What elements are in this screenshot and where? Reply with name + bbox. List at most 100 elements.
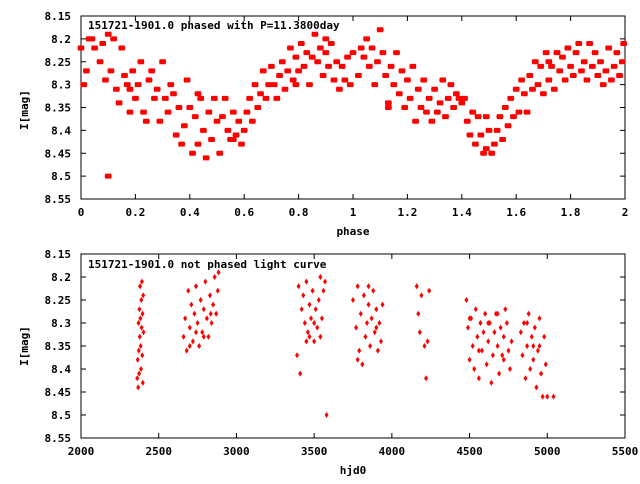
unphased-data-point — [135, 375, 140, 382]
unphased-data-point — [374, 324, 379, 331]
unphased-y-tick-label: 8.5 — [51, 409, 71, 422]
unphased-data-point — [208, 310, 213, 317]
phased-data-point — [444, 95, 452, 101]
phased-data-point — [145, 77, 153, 83]
phased-data-point — [251, 82, 259, 88]
unphased-data-point — [537, 343, 542, 349]
unphased-data-point — [501, 356, 506, 363]
unphased-data-point — [139, 324, 144, 331]
unphased-data-point — [307, 333, 312, 340]
phased-data-point — [346, 82, 354, 88]
phased-data-point — [96, 59, 104, 65]
phased-x-tick-label: 0 — [78, 206, 85, 219]
phased-x-tick-label: 0.2 — [125, 206, 145, 219]
unphased-y-tick-label: 8.4 — [51, 363, 71, 376]
phased-data-point — [382, 72, 390, 78]
phased-data-point — [254, 105, 262, 110]
phased-data-point — [363, 36, 371, 42]
unphased-data-point — [194, 283, 199, 290]
unphased-data-point — [214, 310, 219, 317]
phased-data-point — [153, 86, 161, 92]
phased-data-point — [501, 105, 509, 110]
phased-data-point — [140, 109, 148, 115]
unphased-data-point — [192, 310, 197, 317]
phased-data-point — [436, 100, 444, 106]
unphased-data-point — [313, 306, 318, 313]
phased-data-point — [507, 95, 515, 101]
phased-x-tick-label: 0.6 — [234, 206, 254, 219]
unphased-data-point — [354, 324, 359, 331]
unphased-data-point — [525, 343, 530, 349]
phased-data-point — [523, 109, 531, 115]
phased-data-point — [237, 141, 245, 147]
phased-data-point — [529, 86, 537, 92]
phased-y-tick-label: 8.5 — [51, 170, 71, 183]
phased-data-point — [183, 77, 191, 83]
unphased-data-point — [212, 274, 217, 280]
unphased-data-point — [378, 338, 383, 345]
unphased-data-point — [543, 361, 548, 368]
phased-x-tick-label: 1 — [350, 206, 357, 219]
phased-data-point — [414, 86, 422, 92]
phased-data-point — [243, 109, 251, 115]
phased-data-point — [373, 59, 381, 65]
unphased-data-point — [295, 352, 300, 359]
phased-data-point — [148, 68, 156, 74]
unphased-data-point — [324, 412, 329, 418]
phased-data-point — [433, 109, 441, 115]
unphased-data-point — [466, 324, 471, 331]
phased-data-point — [101, 77, 109, 83]
phased-data-point — [134, 82, 142, 88]
unphased-data-point — [197, 343, 202, 349]
unphased-data-point — [318, 274, 323, 280]
phased-data-point — [267, 63, 275, 69]
phased-data-point — [406, 95, 414, 101]
phased-data-point — [159, 59, 167, 65]
phased-data-point — [441, 114, 449, 120]
unphased-data-point — [360, 361, 365, 368]
phased-data-point — [512, 86, 520, 92]
unphased-data-point — [503, 306, 508, 313]
unphased-data-point — [369, 315, 374, 322]
unphased-data-point — [416, 310, 421, 317]
phased-data-point — [289, 77, 297, 83]
unphased-data-point — [540, 393, 545, 400]
unphased-data-point — [137, 370, 142, 377]
unphased-data-point — [361, 292, 366, 299]
unphased-data-point — [203, 278, 208, 285]
phased-data-point — [137, 59, 145, 65]
phased-data-point — [575, 40, 583, 46]
unphased-y-tick-label: 8.45 — [45, 386, 72, 399]
phased-data-point — [229, 137, 237, 143]
phased-data-point — [403, 77, 411, 83]
phased-data-point — [123, 82, 131, 88]
unphased-data-point — [351, 297, 355, 303]
unphased-data-point — [372, 329, 377, 336]
unphased-data-point — [489, 379, 494, 386]
unphased-data-point — [304, 278, 309, 285]
phased-data-point — [357, 45, 365, 51]
phased-data-point — [577, 68, 585, 74]
unphased-data-point — [534, 384, 539, 391]
unphased-data-point — [190, 338, 195, 345]
phased-data-point — [330, 77, 338, 83]
phased-data-point — [599, 82, 607, 88]
phased-data-point — [485, 127, 493, 133]
phased-data-point — [121, 72, 129, 78]
unphased-data-point — [507, 366, 512, 372]
unphased-data-point — [486, 338, 491, 345]
phased-data-point — [235, 118, 243, 124]
unphased-data-point — [307, 301, 312, 308]
phased-data-point — [482, 146, 490, 152]
unphased-data-point — [140, 352, 145, 359]
phased-data-point — [428, 118, 436, 124]
unphased-data-point — [204, 315, 209, 322]
phased-data-point — [537, 63, 545, 69]
phased-data-point — [379, 50, 387, 56]
unphased-data-point — [301, 292, 306, 299]
unphased-ticks: 2000 2500 3000 3500 4000 4500 5000 5500 8.15 8.2 8… — [45, 248, 639, 458]
unphased-data-point — [545, 393, 550, 400]
phased-data-point — [229, 109, 237, 115]
phased-data-point — [569, 72, 577, 78]
unphased-data-point — [140, 310, 145, 317]
